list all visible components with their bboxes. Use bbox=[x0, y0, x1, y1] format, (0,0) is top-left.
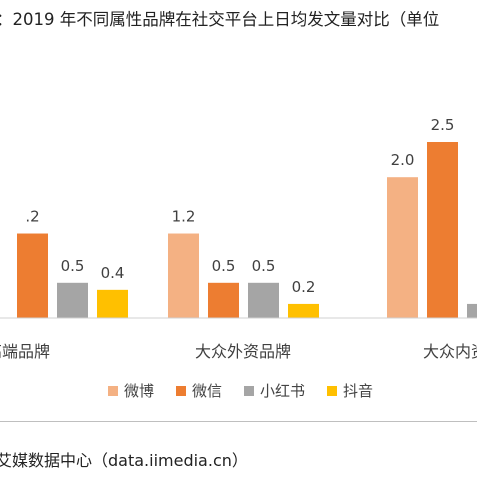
legend-swatch bbox=[327, 385, 338, 396]
bar-2-2 bbox=[467, 303, 477, 318]
category-label-1: 大众外资品牌 bbox=[195, 342, 291, 361]
bar-chart: .20.50.41.20.50.50.22.02.50高端品牌大众外资品牌大众内… bbox=[0, 116, 477, 361]
source-note: 艾媒数据中心（data.iimedia.cn） bbox=[0, 451, 248, 470]
data-label-2-1: 2.5 bbox=[431, 116, 455, 134]
data-label-1-0: 1.2 bbox=[172, 208, 196, 226]
chart-title: ：2019 年不同属性品牌在社交平台上日均发文量对比（单位 bbox=[0, 10, 440, 29]
bar-2-0 bbox=[387, 177, 418, 318]
legend-label: 抖音 bbox=[343, 382, 374, 400]
data-label-1-2: 0.5 bbox=[252, 257, 276, 275]
legend-item-3: 抖音 bbox=[327, 380, 373, 401]
legend-swatch bbox=[176, 385, 187, 396]
data-label-0-3: 0.4 bbox=[101, 264, 125, 282]
data-label-2-0: 2.0 bbox=[391, 151, 415, 169]
data-label-0-1: .2 bbox=[25, 208, 39, 226]
legend-swatch bbox=[244, 385, 255, 396]
data-label-1-1: 0.5 bbox=[212, 257, 236, 275]
footer-divider bbox=[0, 421, 477, 422]
legend-swatch bbox=[108, 385, 118, 396]
bar-1-1 bbox=[208, 282, 239, 318]
bar-0-1 bbox=[17, 233, 48, 318]
data-label-1-3: 0.2 bbox=[292, 278, 316, 296]
legend-label: 小红书 bbox=[260, 382, 306, 400]
bar-2-1 bbox=[427, 142, 458, 318]
legend-label: 微信 bbox=[192, 382, 223, 400]
bar-0-3 bbox=[97, 289, 128, 318]
legend-item-1: 微信 bbox=[176, 380, 222, 401]
category-label-0: 高端品牌 bbox=[0, 342, 50, 361]
bar-0-2 bbox=[57, 282, 88, 318]
legend-label: 微博 bbox=[124, 382, 155, 400]
legend-item-2: 小红书 bbox=[244, 380, 305, 401]
data-label-0-2: 0.5 bbox=[61, 257, 85, 275]
bar-1-3 bbox=[288, 303, 319, 318]
legend: 微博 微信 小红书 抖音 bbox=[108, 380, 373, 401]
bar-1-0 bbox=[168, 233, 199, 318]
category-label-2: 大众内资 bbox=[423, 342, 477, 361]
bar-1-2 bbox=[248, 282, 279, 318]
legend-item-0: 微博 bbox=[108, 380, 154, 401]
